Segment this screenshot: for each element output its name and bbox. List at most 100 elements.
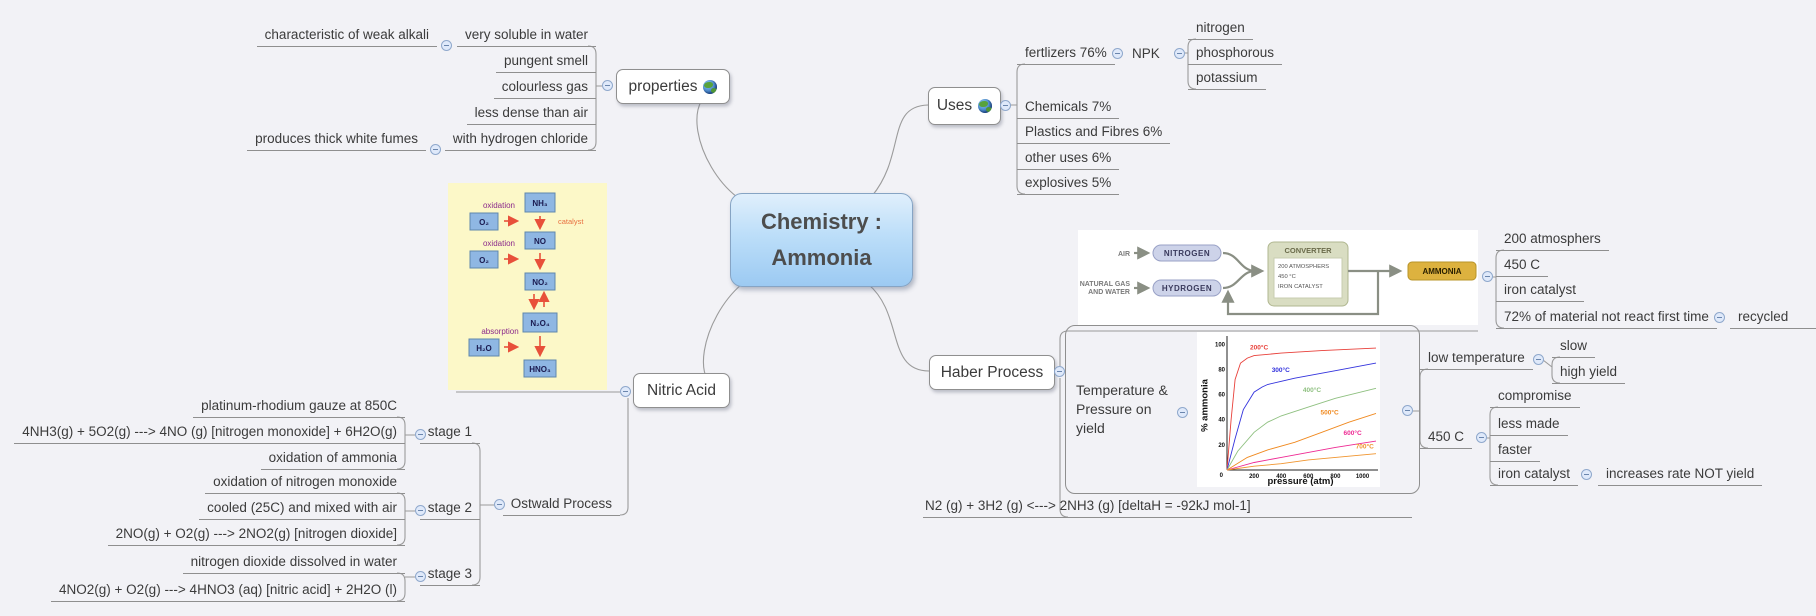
npk-nitrogen[interactable]: nitrogen <box>1188 19 1253 40</box>
analysis-faster[interactable]: faster <box>1490 441 1540 462</box>
compromise-450c-topic[interactable]: 450 C <box>1420 428 1473 449</box>
condition-recycled[interactable]: recycled <box>1730 308 1816 329</box>
stage-1-topic[interactable]: stage 1 <box>419 423 480 444</box>
properties-topic[interactable]: properties <box>616 69 730 104</box>
property-smell[interactable]: pungent smell <box>495 52 596 73</box>
collapse-toggle[interactable] <box>602 80 613 91</box>
condition-temperature[interactable]: 450 C <box>1496 256 1549 277</box>
collapse-toggle[interactable] <box>1177 407 1188 418</box>
diagram-label: AIR <box>1118 251 1130 258</box>
stage-3-topic[interactable]: stage 3 <box>419 565 480 586</box>
svg-text:600°C: 600°C <box>1344 429 1362 437</box>
stage1-oxidation[interactable]: oxidation of ammonia <box>260 449 405 470</box>
stage2-oxidation[interactable]: oxidation of nitrogen monoxide <box>205 473 405 494</box>
topic-label: Uses <box>936 97 973 114</box>
svg-text:400: 400 <box>1276 474 1287 480</box>
yield-graph-image[interactable]: 0 20 40 60 80 100 200 400 600 800 1000 200°C 300°C 40… <box>1197 332 1380 487</box>
svg-text:300°C: 300°C <box>1272 366 1290 374</box>
use-fertilizers[interactable]: fertlizers 76% <box>1017 44 1115 65</box>
stage3-equation[interactable]: 4NO2(g) + O2(g) ---> 4HNO3 (aq) [nitric … <box>51 581 405 602</box>
haber-process-diagram-image[interactable]: AIR NATURAL GAS AND WATER NITROGEN HYDRO… <box>1078 230 1478 325</box>
collapse-toggle[interactable] <box>1174 48 1185 59</box>
uses-topic[interactable]: Uses <box>928 87 1001 125</box>
collapse-toggle[interactable] <box>1000 100 1011 111</box>
use-other[interactable]: other uses 6% <box>1017 149 1120 170</box>
svg-text:1000: 1000 <box>1356 474 1370 480</box>
diagram-label: NO₂ <box>532 278 548 287</box>
collapse-toggle[interactable] <box>415 571 426 582</box>
analysis-less-made[interactable]: less made <box>1490 415 1568 436</box>
collapse-toggle[interactable] <box>1054 366 1065 377</box>
property-hcl[interactable]: with hydrogen chloride <box>444 130 596 151</box>
npk-topic[interactable]: NPK <box>1132 46 1160 61</box>
stage1-gauze[interactable]: platinum-rhodium gauze at 850C <box>193 397 405 418</box>
svg-text:800: 800 <box>1330 474 1341 480</box>
lowtemp-high-yield[interactable]: high yield <box>1552 363 1626 384</box>
svg-text:200: 200 <box>1249 474 1260 480</box>
haber-process-topic[interactable]: Haber Process <box>929 355 1055 390</box>
collapse-toggle[interactable] <box>415 429 426 440</box>
diagram-label: IRON CATALYST <box>1278 284 1323 290</box>
collapse-toggle[interactable] <box>1112 48 1123 59</box>
topic-label: Haber Process <box>940 363 1044 381</box>
collapse-toggle[interactable] <box>1581 469 1592 480</box>
svg-text:500°C: 500°C <box>1321 409 1339 417</box>
haber-equation[interactable]: N2 (g) + 3H2 (g) <---> 2NH3 (g) [deltaH … <box>923 497 1412 518</box>
svg-text:100: 100 <box>1215 342 1226 348</box>
diagram-label: N₂O₄ <box>530 319 550 328</box>
lowtemp-slow[interactable]: slow <box>1552 337 1596 358</box>
analysis-compromise[interactable]: compromise <box>1490 387 1580 408</box>
collapse-toggle[interactable] <box>1402 405 1413 416</box>
ostwald-reaction-diagram-image[interactable]: NH₃ oxidation O₂ catalyst NO oxidation O… <box>448 183 607 390</box>
collapse-toggle[interactable] <box>620 386 631 397</box>
stage2-equation[interactable]: 2NO(g) + O2(g) ---> 2NO2(g) [nitrogen di… <box>107 525 405 546</box>
collapse-toggle[interactable] <box>1482 271 1493 282</box>
collapse-toggle[interactable] <box>1476 432 1487 443</box>
svg-text:60: 60 <box>1218 393 1225 399</box>
collapse-toggle[interactable] <box>1533 354 1544 365</box>
use-plastics[interactable]: Plastics and Fibres 6% <box>1017 123 1171 144</box>
property-soluble[interactable]: very soluble in water <box>456 26 596 47</box>
diagram-label: NITROGEN <box>1164 249 1210 258</box>
svg-text:40: 40 <box>1218 418 1225 424</box>
use-chemicals[interactable]: Chemicals 7% <box>1017 98 1120 119</box>
collapse-toggle[interactable] <box>441 40 452 51</box>
collapse-toggle[interactable] <box>430 144 441 155</box>
condition-pressure[interactable]: 200 atmosphers <box>1496 230 1609 251</box>
property-density[interactable]: less dense than air <box>466 104 596 125</box>
diagram-label: CONVERTER <box>1284 246 1332 255</box>
analysis-rate-not-yield[interactable]: increases rate NOT yield <box>1598 465 1763 486</box>
globe-icon <box>978 99 993 113</box>
diagram-label: oxidation <box>483 201 515 210</box>
collapse-toggle[interactable] <box>1714 312 1725 323</box>
stage2-cooled[interactable]: cooled (25C) and mixed with air <box>199 499 405 520</box>
topic-label: Nitric Acid <box>647 381 716 399</box>
svg-text:20: 20 <box>1218 443 1225 449</box>
stage1-equation[interactable]: 4NH3(g) + 5O2(g) ---> 4NO (g) [nitrogen … <box>14 423 405 444</box>
ostwald-process-topic[interactable]: Ostwald Process <box>502 495 620 516</box>
property-hcl-note[interactable]: produces thick white fumes <box>247 130 426 151</box>
use-explosives[interactable]: explosives 5% <box>1017 174 1120 195</box>
topic-label: Temperature & Pressure on yield <box>1076 382 1168 436</box>
condition-catalyst[interactable]: iron catalyst <box>1496 281 1585 302</box>
svg-text:400°C: 400°C <box>1303 386 1321 394</box>
condition-unreacted[interactable]: 72% of material not react first time <box>1496 308 1717 329</box>
npk-potassium[interactable]: potassium <box>1188 69 1266 90</box>
property-colourless[interactable]: colourless gas <box>493 78 596 99</box>
npk-phosphorous[interactable]: phosphorous <box>1188 44 1283 65</box>
diagram-label: NO <box>534 237 546 246</box>
low-temperature-topic[interactable]: low temperature <box>1420 349 1533 370</box>
svg-text:80: 80 <box>1218 367 1225 373</box>
analysis-iron-catalyst[interactable]: iron catalyst <box>1490 465 1579 486</box>
collapse-toggle[interactable] <box>415 505 426 516</box>
stage3-dissolved[interactable]: nitrogen dioxide dissolved in water <box>182 553 405 574</box>
nitric-acid-topic[interactable]: Nitric Acid <box>633 373 730 408</box>
property-soluble-note[interactable]: characteristic of weak alkali <box>256 26 437 47</box>
central-topic[interactable]: Chemistry : Ammonia <box>730 193 913 287</box>
diagram-label: NATURAL GAS <box>1080 281 1131 288</box>
stage-2-topic[interactable]: stage 2 <box>419 499 480 520</box>
temperature-pressure-topic[interactable] <box>1065 325 1420 494</box>
collapse-toggle[interactable] <box>494 499 505 510</box>
